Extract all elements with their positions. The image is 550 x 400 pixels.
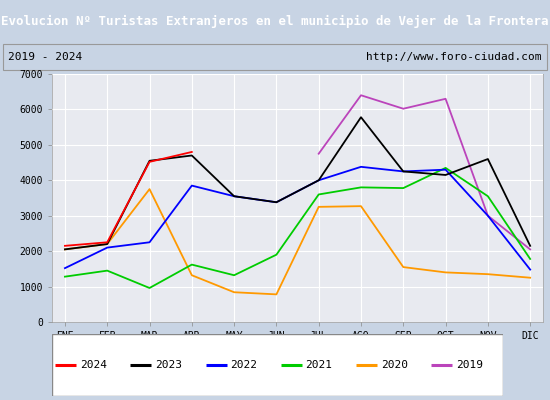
Text: http://www.foro-ciudad.com: http://www.foro-ciudad.com xyxy=(366,52,542,62)
Text: 2023: 2023 xyxy=(155,360,182,370)
FancyBboxPatch shape xyxy=(52,334,503,396)
Text: 2019 - 2024: 2019 - 2024 xyxy=(8,52,82,62)
Text: 2021: 2021 xyxy=(306,360,333,370)
Text: 2024: 2024 xyxy=(80,360,107,370)
Text: 2020: 2020 xyxy=(381,360,408,370)
Text: 2019: 2019 xyxy=(456,360,483,370)
Text: 2022: 2022 xyxy=(230,360,257,370)
Text: Evolucion Nº Turistas Extranjeros en el municipio de Vejer de la Frontera: Evolucion Nº Turistas Extranjeros en el … xyxy=(1,14,549,28)
